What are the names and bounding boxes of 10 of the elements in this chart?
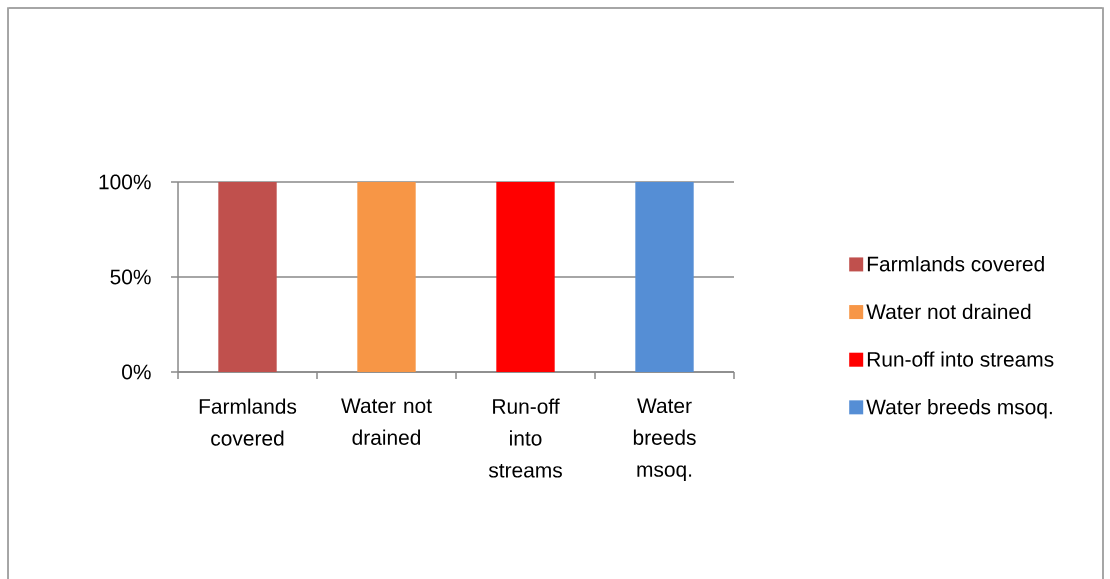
x-tick-label: Water breeds msoq. — [633, 398, 696, 481]
legend-label: Run-off into streams — [867, 351, 1054, 367]
x-tick-label: Run-off into streams — [488, 398, 562, 478]
x-tick-label: Water not drained — [341, 398, 432, 445]
y-tick-label: 100% — [99, 174, 151, 190]
x-tick-label: Farmlands covered — [199, 398, 297, 446]
legend-label: Water not drained — [866, 303, 1031, 320]
y-tick-label: 50% — [110, 269, 151, 285]
y-tick-label: 0% — [122, 364, 151, 380]
legend-label: Farmlands covered — [867, 256, 1044, 272]
